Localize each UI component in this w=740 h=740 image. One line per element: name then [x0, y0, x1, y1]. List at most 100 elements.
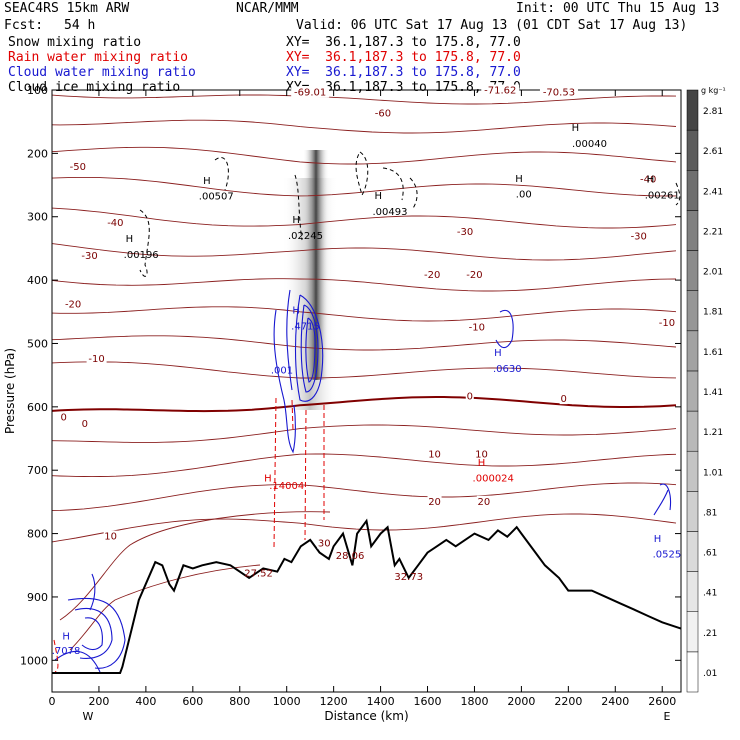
- isotherm-label: -60: [375, 108, 391, 119]
- y-tick-label: 400: [27, 274, 48, 287]
- colorbar-swatch: [686, 250, 699, 291]
- extremum-label: H: [515, 174, 523, 185]
- cloud-water-contour: [659, 483, 672, 511]
- terrain-line: [52, 518, 682, 674]
- extremum-label: H: [654, 534, 662, 545]
- extremum-label: .4715: [291, 322, 320, 333]
- x-tick-label: 2600: [648, 695, 676, 708]
- colorbar-level: 1.21: [703, 428, 723, 438]
- isotherm-label-bg: [455, 225, 476, 237]
- y-tick-label: 200: [27, 147, 48, 160]
- isotherm: [51, 306, 677, 322]
- isotherm: [51, 453, 677, 478]
- rain-water-contour: [291, 399, 294, 431]
- isotherm-label: 20: [477, 497, 490, 508]
- x-tick-label: 1800: [460, 695, 488, 708]
- y-tick-label: 500: [27, 337, 48, 350]
- extremum-label: 27.52: [244, 569, 273, 580]
- rain-water-contour: [273, 397, 277, 549]
- colorbar-level: .81: [703, 508, 717, 518]
- extremum-label: H: [203, 176, 211, 187]
- isotherm-label-bg: [628, 230, 649, 242]
- isotherm-label-bg: [105, 216, 126, 228]
- colorbar-swatch: [686, 290, 699, 332]
- snow-contour: [294, 174, 303, 241]
- isotherm-label: -30: [631, 231, 647, 242]
- isotherm-label: 10: [475, 449, 488, 460]
- cloud-water-contour: [67, 597, 126, 669]
- colorbar-level: 2.21: [703, 227, 723, 237]
- colorbar: .01 .21 .41 .61 .81 1.01 1.21 1.41 1.61 1.81 2.01 2…: [686, 86, 726, 693]
- isotherm: [51, 335, 677, 351]
- colorbar-level: .01: [703, 669, 717, 679]
- isotherm-label-bg: [427, 448, 442, 460]
- extremum-label: H: [292, 306, 300, 317]
- colorbar-level: 2.61: [703, 147, 723, 157]
- x-tick-label: 1000: [273, 695, 301, 708]
- extremum-label: H: [478, 458, 486, 469]
- extremum-label: .0525: [653, 550, 682, 561]
- colorbar-level: 2.01: [703, 268, 723, 278]
- colorbar-level: .41: [703, 589, 717, 599]
- cloud-water-contour: [305, 317, 316, 383]
- cloud-water-contour: [74, 607, 113, 659]
- isotherm-label-bg: [465, 390, 474, 402]
- extremum-label: .14004: [269, 481, 304, 492]
- isotherm-label: -20: [65, 300, 81, 311]
- colorbar-level: 1.01: [703, 468, 723, 478]
- snow-contours: [139, 151, 681, 277]
- isotherm: [59, 511, 331, 621]
- isotherm: [51, 176, 677, 197]
- isotherm: [51, 482, 677, 512]
- isotherm-label: -10: [659, 318, 675, 329]
- colorbar-swatch: [686, 210, 699, 251]
- extremum-label: H: [647, 175, 655, 186]
- y-tick-label: 100: [27, 84, 48, 97]
- terrain-profile: [52, 518, 682, 674]
- x-tick-label: 800: [229, 695, 250, 708]
- isotherm: [51, 207, 677, 229]
- snow-contour: [382, 167, 404, 201]
- y-tick-label: 1000: [20, 654, 48, 667]
- y-tick-label: 700: [27, 464, 48, 477]
- isotherm: [51, 424, 677, 443]
- center-name: NCAR/MMM: [236, 1, 299, 16]
- colorbar-level: 1.61: [703, 348, 723, 358]
- cloud-water-contour: [81, 617, 103, 651]
- snow-contour: [675, 182, 681, 206]
- isotherm: [51, 146, 677, 165]
- x-end-label-east: E: [664, 710, 671, 723]
- isotherm-label: -40: [640, 174, 656, 185]
- colorbar-swatch: [686, 370, 699, 412]
- extremum-label: .001: [271, 365, 293, 376]
- extremum-label: H: [264, 474, 272, 485]
- cloud-water-contour: [89, 573, 96, 611]
- isotherm-label-bg: [481, 84, 520, 96]
- x-tick-label: 1600: [414, 695, 442, 708]
- cloud-water-contour: [653, 489, 669, 516]
- colorbar-swatch: [686, 531, 699, 572]
- model-title: SEAC4RS 15km ARW: [4, 1, 130, 16]
- isotherm-label: 0: [82, 419, 88, 430]
- isotherm-label: 0: [61, 413, 67, 424]
- colorbar-level: 1.81: [703, 308, 723, 318]
- field-xy-rain: XY= 36.1,187.3 to 175.8, 77.0: [286, 50, 521, 65]
- x-axis-label: Distance (km): [324, 709, 408, 723]
- init-time: Init: 00 UTC Thu 15 Aug 13: [516, 1, 720, 16]
- field-name-snow: Snow mixing ratio: [8, 35, 142, 50]
- y-tick-label: 300: [27, 211, 48, 224]
- chart-axes: 0 200 400 600 800 1000 1200 1400 1600 1800 2000 220…: [3, 84, 682, 723]
- x-tick-label: 2200: [554, 695, 582, 708]
- isotherm-label-bg: [476, 495, 491, 507]
- colorbar-swatch: [686, 410, 699, 452]
- isotherm: [69, 564, 261, 651]
- isotherm: [51, 361, 677, 379]
- isotherm-label-bg: [103, 530, 118, 542]
- isotherm-label: -10: [88, 354, 104, 365]
- x-tick-label: 400: [135, 695, 156, 708]
- extremum-label: .02245: [288, 231, 323, 242]
- extremum-label: .00493: [372, 207, 407, 218]
- ice-shading-core: [303, 150, 329, 380]
- extremum-label: .00196: [124, 250, 159, 261]
